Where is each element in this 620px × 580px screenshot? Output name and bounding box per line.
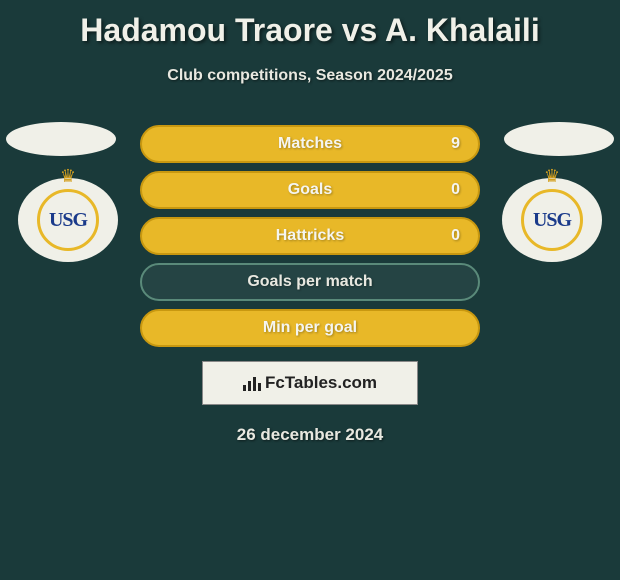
stat-pill-matches: Matches 9 — [140, 125, 480, 163]
stat-label: Hattricks — [276, 227, 344, 245]
footer-brand-text: FcTables.com — [265, 373, 377, 393]
badge-letters: USG — [49, 209, 87, 232]
badge-letters: USG — [533, 209, 571, 232]
footer-logo: FcTables.com — [243, 373, 377, 393]
stat-label: Goals per match — [247, 273, 372, 291]
stat-value-right: 0 — [451, 227, 460, 245]
comparison-title: Hadamou Traore vs A. Khalaili — [0, 0, 620, 49]
badge-shield: ♛ USG — [18, 178, 118, 262]
footer-brand-box[interactable]: FcTables.com — [202, 361, 418, 405]
stat-label: Matches — [278, 135, 342, 153]
stat-row: Matches 9 — [0, 125, 620, 163]
generation-date: 26 december 2024 — [0, 425, 620, 445]
club-badge-right: ♛ USG — [502, 176, 602, 264]
stat-label: Min per goal — [263, 319, 357, 337]
stat-pill-goals: Goals 0 — [140, 171, 480, 209]
club-badge-left: ♛ USG — [18, 176, 118, 264]
stat-row: Goals per match — [0, 263, 620, 301]
bars-icon — [243, 375, 261, 391]
crown-icon: ♛ — [60, 166, 76, 187]
stat-pill-min-per-goal: Min per goal — [140, 309, 480, 347]
stat-pill-hattricks: Hattricks 0 — [140, 217, 480, 255]
crown-icon: ♛ — [544, 166, 560, 187]
stat-pill-goals-per-match: Goals per match — [140, 263, 480, 301]
stat-row: Min per goal — [0, 309, 620, 347]
stat-value-right: 0 — [451, 181, 460, 199]
stat-value-right: 9 — [451, 135, 460, 153]
comparison-subtitle: Club competitions, Season 2024/2025 — [0, 67, 620, 85]
badge-shield: ♛ USG — [502, 178, 602, 262]
stat-label: Goals — [288, 181, 332, 199]
